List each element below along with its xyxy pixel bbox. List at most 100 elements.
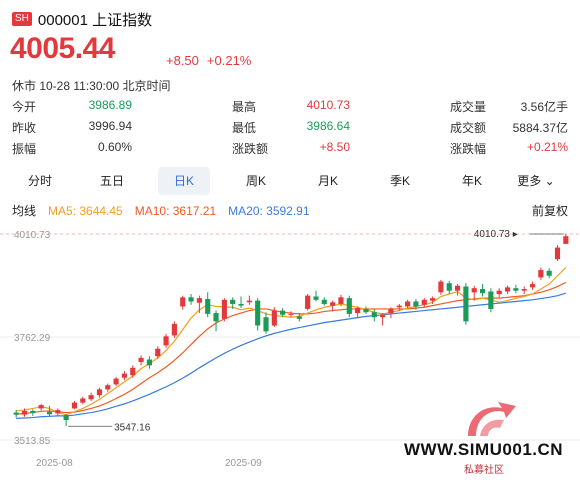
candle-body (479, 289, 486, 294)
candle-body (213, 313, 219, 322)
stat-value: 3.56亿手 (520, 100, 568, 114)
stat-label: 成交额 (450, 121, 487, 135)
ma5-value: MA5: 3644.45 (48, 203, 123, 218)
stat-label: 最高 (232, 100, 257, 114)
min-annotation: 3547.16 (114, 422, 151, 433)
candle-body (546, 270, 552, 276)
candle-body (63, 415, 69, 421)
candle-body (496, 290, 502, 295)
candle-body (504, 287, 511, 292)
candle-body (46, 411, 53, 415)
candle-body (529, 284, 536, 288)
ma20-line (16, 292, 567, 419)
period-tabs: 分时 五日 日K 周K 月K 季K 年K 更多 ⌄ (0, 167, 580, 195)
stat-value: 3986.89 (88, 98, 132, 112)
change-value: +8.50 (166, 53, 199, 68)
candle-body (305, 295, 311, 309)
stat-label: 今开 (12, 100, 37, 114)
stat-value: 3986.64 (306, 119, 350, 133)
candle-body (321, 299, 327, 304)
candle-body (463, 286, 469, 322)
stat-value: +0.21% (526, 140, 568, 154)
candle-body (371, 312, 377, 318)
market-status: 休市 10-28 11:30:00 北京时间 (12, 79, 171, 93)
candle-body (171, 323, 177, 336)
tab-minute[interactable]: 分时 (27, 174, 52, 188)
watermark-logo-icon (468, 402, 516, 436)
candle-body (163, 336, 169, 346)
candle-body (21, 410, 28, 415)
stat-value: 3996.94 (88, 119, 132, 133)
tab-year-k[interactable]: 年K (461, 174, 482, 188)
candle-body (38, 405, 44, 409)
change-percent: +0.21% (206, 53, 252, 68)
stat-label: 成交量 (450, 100, 487, 114)
candle-body (471, 288, 477, 293)
candle-body (363, 308, 369, 313)
candle-body (113, 378, 119, 385)
watermark-logo (462, 398, 518, 440)
candle-body (330, 302, 336, 306)
candle-body (388, 308, 394, 314)
stat-label: 涨跌额 (232, 142, 269, 156)
candle-body (380, 314, 386, 318)
max-annotation: 4010.73 ▸ (474, 229, 518, 240)
candle-body (80, 398, 86, 403)
candle-body (238, 303, 244, 306)
candle-body (221, 299, 227, 319)
tab-week-k[interactable]: 周K (245, 174, 266, 188)
y-tick-label: 4010.73 (14, 230, 51, 241)
x-label-sep: 2025-09 (225, 458, 262, 469)
stat-label: 涨跌幅 (450, 142, 487, 156)
candle-body (121, 373, 128, 378)
candle-body (13, 412, 19, 415)
quote-header: SH 000001 上证指数 (12, 8, 152, 30)
tab-five-day[interactable]: 五日 (99, 174, 124, 188)
candle-body (130, 367, 136, 376)
tab-day-k[interactable]: 日K (158, 167, 210, 195)
last-price: 4005.44 (10, 32, 115, 65)
candle-body (196, 298, 202, 303)
candle-body (146, 359, 152, 366)
candle-body (188, 297, 194, 302)
candle-body (405, 301, 411, 307)
candle-body (438, 281, 444, 293)
stat-label: 最低 (232, 121, 257, 135)
market-badge: SH (12, 12, 32, 26)
candle-body (30, 410, 36, 413)
tab-month-k[interactable]: 月K (317, 174, 338, 188)
candle-body (138, 357, 144, 362)
tab-more[interactable]: 更多 ⌄ (517, 174, 555, 188)
tab-quarter-k[interactable]: 季K (389, 174, 410, 188)
x-label-aug: 2025-08 (36, 458, 73, 469)
candle-body (554, 247, 561, 260)
candle-body (421, 299, 427, 305)
ma10-value: MA10: 3617.21 (134, 203, 217, 218)
kline-chart[interactable]: 4010.73 3762.29 3513.85 4010.73 ▸ 3547.16 (0, 222, 580, 447)
candle-body (454, 285, 461, 291)
candle-body (246, 300, 252, 303)
index-code-name: 000001 上证指数 (37, 11, 153, 29)
y-tick-label: 3513.85 (14, 436, 51, 447)
candle-body (296, 316, 302, 319)
candle-body (413, 301, 419, 307)
candle-body (521, 289, 527, 291)
candle-body (430, 298, 436, 301)
ma-legend: 均线 MA5: 3644.45 MA10: 3617.21 MA20: 3592… (12, 202, 572, 219)
y-tick-label: 3762.29 (14, 333, 51, 344)
candle-body (55, 410, 61, 414)
candle-body (280, 310, 286, 315)
stat-label: 昨收 (12, 121, 37, 135)
stat-value: 0.60% (97, 140, 132, 154)
candle-body (96, 389, 103, 396)
watermark-sub: 私募社区 (464, 465, 504, 476)
candle-body (396, 305, 402, 308)
adjust-toggle[interactable]: 前复权 (531, 204, 568, 218)
candle-body (488, 291, 494, 309)
ma20-value: MA20: 3592.91 (228, 203, 310, 218)
stat-value: 4010.73 (306, 98, 350, 112)
candle-body (355, 308, 361, 314)
candle-body (105, 385, 111, 390)
ma-label[interactable]: 均线 (12, 204, 37, 218)
candle-body (446, 283, 452, 291)
